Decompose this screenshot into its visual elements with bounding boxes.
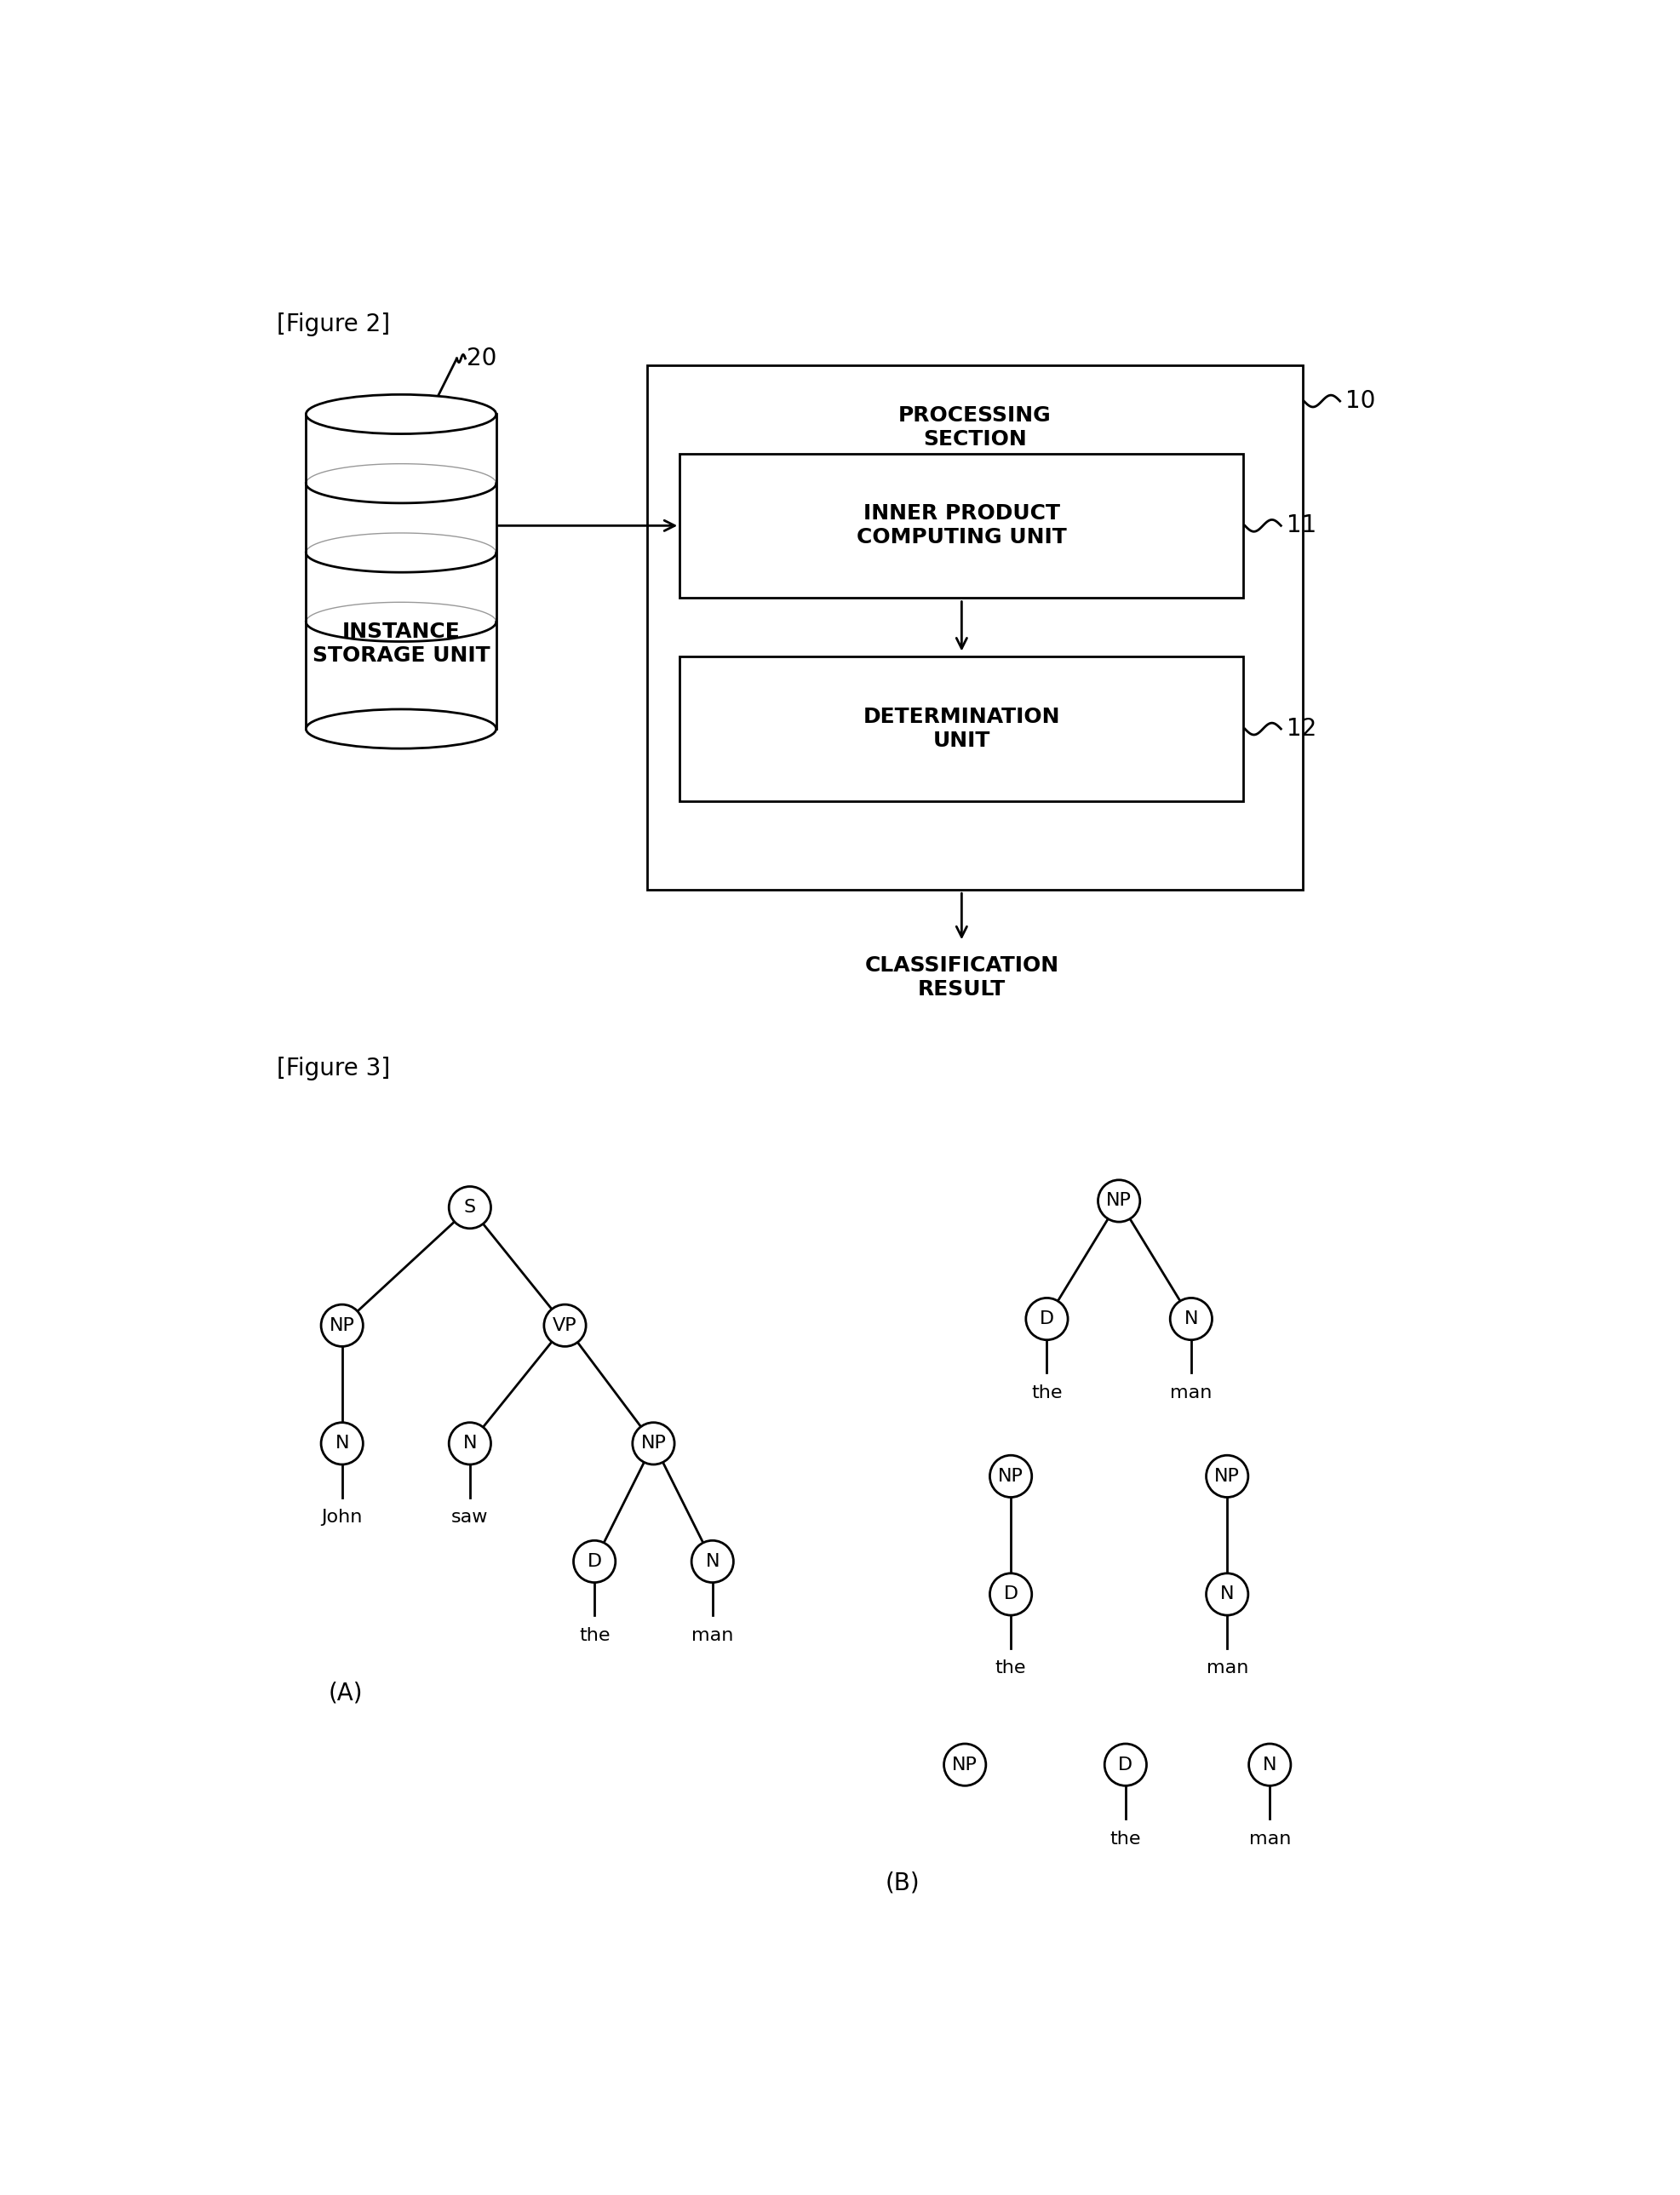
Text: NP: NP (953, 1756, 978, 1774)
Ellipse shape (306, 395, 496, 435)
Text: (B): (B) (885, 1870, 921, 1894)
Text: NP: NP (640, 1436, 667, 1453)
Circle shape (544, 1304, 586, 1346)
Text: N: N (1220, 1585, 1235, 1602)
Circle shape (321, 1304, 363, 1346)
Circle shape (990, 1574, 1032, 1616)
Text: N: N (706, 1554, 719, 1569)
Circle shape (1206, 1455, 1248, 1497)
Text: D: D (1003, 1585, 1018, 1602)
Text: CLASSIFICATION
RESULT: CLASSIFICATION RESULT (865, 955, 1058, 999)
Text: John: John (321, 1508, 363, 1526)
Circle shape (1206, 1574, 1248, 1616)
Circle shape (692, 1541, 734, 1583)
Text: INSTANCE
STORAGE UNIT: INSTANCE STORAGE UNIT (312, 621, 491, 665)
Bar (680, 454, 1243, 597)
Circle shape (632, 1422, 674, 1464)
Text: man: man (692, 1626, 734, 1644)
Text: [Figure 3]: [Figure 3] (277, 1056, 390, 1080)
Text: 12: 12 (1287, 718, 1315, 740)
Circle shape (449, 1187, 491, 1229)
Text: man: man (1248, 1831, 1290, 1848)
Circle shape (1026, 1297, 1068, 1339)
Text: saw: saw (452, 1508, 489, 1526)
Text: NP: NP (329, 1317, 354, 1335)
Circle shape (990, 1455, 1032, 1497)
Circle shape (321, 1422, 363, 1464)
Text: 10: 10 (1346, 389, 1376, 413)
Bar (680, 656, 1243, 801)
Circle shape (944, 1743, 986, 1787)
Text: the: the (1032, 1385, 1062, 1403)
Circle shape (1099, 1181, 1141, 1223)
Text: D: D (1119, 1756, 1132, 1774)
Text: NP: NP (998, 1468, 1023, 1484)
Text: D: D (1040, 1310, 1053, 1328)
Text: 20: 20 (467, 347, 497, 371)
Circle shape (1171, 1297, 1211, 1339)
Text: PROCESSING
SECTION: PROCESSING SECTION (899, 406, 1052, 450)
Text: N: N (1263, 1756, 1277, 1774)
Text: VP: VP (553, 1317, 578, 1335)
Text: (A): (A) (328, 1681, 363, 1706)
Text: S: S (464, 1198, 475, 1216)
Bar (647, 364, 1302, 889)
Text: 11: 11 (1287, 514, 1315, 538)
Ellipse shape (306, 709, 496, 748)
Text: the: the (1110, 1831, 1141, 1848)
Text: NP: NP (1215, 1468, 1240, 1484)
Text: the: the (580, 1626, 610, 1644)
Text: N: N (1184, 1310, 1198, 1328)
Circle shape (449, 1422, 491, 1464)
Text: [Figure 2]: [Figure 2] (277, 312, 390, 336)
Text: D: D (588, 1554, 601, 1569)
Circle shape (1248, 1743, 1290, 1787)
Circle shape (1104, 1743, 1146, 1787)
Text: man: man (1169, 1385, 1213, 1403)
Circle shape (573, 1541, 615, 1583)
Text: N: N (464, 1436, 477, 1453)
Text: NP: NP (1105, 1192, 1132, 1209)
Text: DETERMINATION
UNIT: DETERMINATION UNIT (864, 707, 1060, 751)
Text: N: N (334, 1436, 349, 1453)
Text: the: the (995, 1659, 1026, 1677)
Text: man: man (1206, 1659, 1248, 1677)
Text: INNER PRODUCT
COMPUTING UNIT: INNER PRODUCT COMPUTING UNIT (857, 503, 1067, 549)
